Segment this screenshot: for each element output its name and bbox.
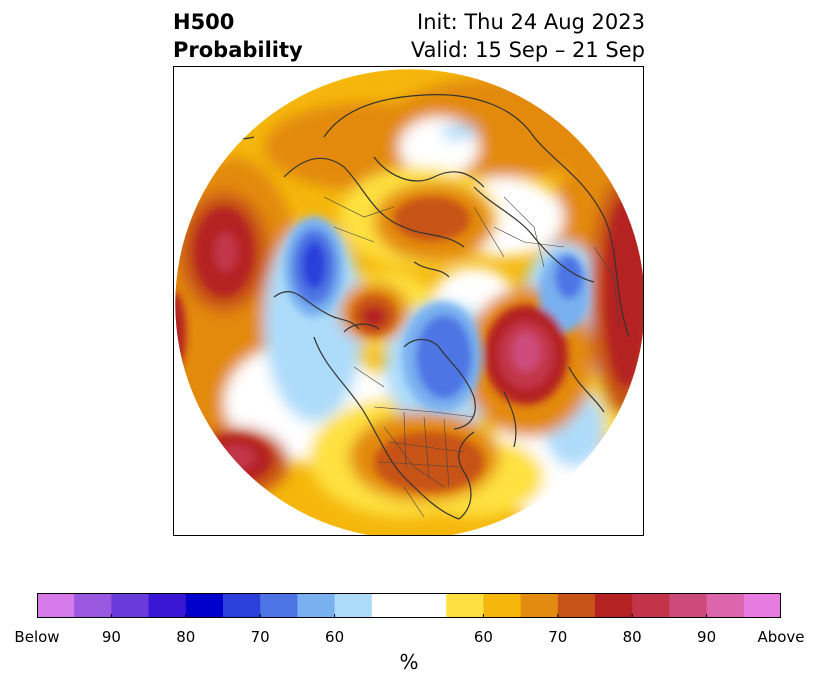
colorbar [37, 593, 781, 618]
title-product: Probability [173, 38, 303, 62]
colorbar-tick-label: 60 [473, 628, 493, 646]
chart-title-left: H500 Probability [173, 8, 303, 64]
colorbar-tick-label: 90 [697, 628, 717, 646]
colorbar-segment [260, 593, 298, 618]
chart-title-right: Init: Thu 24 Aug 2023 Valid: 15 Sep – 21… [411, 8, 645, 64]
colorbar-segment [706, 593, 745, 618]
colorbar-tick-label: 80 [622, 628, 642, 646]
colorbar-units-label: % [399, 650, 419, 674]
colorbar-tick-label: 70 [250, 628, 270, 646]
valid-range: Valid: 15 Sep – 21 Sep [410, 38, 645, 62]
colorbar-segment [409, 593, 447, 618]
map-panel [173, 66, 644, 536]
title-variable: H500 [173, 10, 235, 34]
colorbar-segment [111, 593, 150, 618]
colorbar-segment [557, 593, 596, 618]
colorbar-segment [148, 593, 187, 618]
probability-map [174, 68, 643, 535]
colorbar-tick-label: Below [14, 628, 60, 646]
init-date: Init: Thu 24 Aug 2023 [417, 10, 645, 34]
coastlines [193, 94, 630, 520]
colorbar-segment [669, 593, 708, 618]
colorbar-segment [595, 593, 633, 618]
colorbar-segment [185, 593, 224, 618]
colorbar-tick-label: 80 [176, 628, 196, 646]
colorbar-segment [371, 593, 410, 618]
colorbar-tick-label: 70 [548, 628, 568, 646]
colorbar-segment [297, 593, 336, 618]
colorbar-segment [743, 593, 781, 618]
colorbar-segment [446, 593, 484, 618]
colorbar-tick-label: Above [757, 628, 805, 646]
country-borders [323, 196, 620, 518]
colorbar-segment [632, 593, 670, 618]
colorbar-segment [520, 593, 559, 618]
colorbar-tick-label: 90 [101, 628, 121, 646]
colorbar-segment [37, 593, 75, 618]
anomaly-cores [175, 197, 643, 492]
colorbar-segment [74, 593, 112, 618]
colorbar-segment [483, 593, 522, 618]
colorbar-segment [334, 593, 373, 618]
colorbar-outline [37, 593, 781, 618]
colorbar-tick-label: 60 [325, 628, 345, 646]
colorbar-segment [223, 593, 261, 618]
